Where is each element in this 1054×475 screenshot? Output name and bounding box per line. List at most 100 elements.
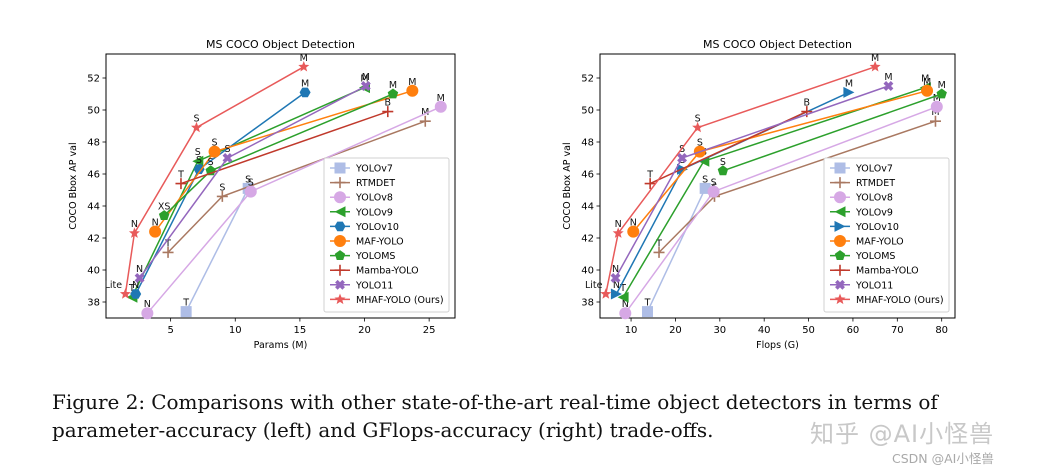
legend-marker (834, 206, 846, 218)
data-point (653, 246, 665, 258)
legend-marker (334, 221, 346, 232)
y-tick-label: 38 (87, 298, 100, 309)
x-tick-label: 20 (669, 325, 682, 336)
legend-marker (334, 191, 346, 204)
data-point (419, 115, 431, 127)
data-point (299, 87, 311, 98)
data-point (141, 307, 154, 320)
point-label: S (679, 144, 685, 155)
point-label: M (938, 80, 946, 91)
legend-label: YOLO11 (355, 280, 393, 291)
watermark-zhihu: 知乎 @AI小怪兽 (810, 420, 995, 448)
chart-flops: MS COCO Object Detection Flops (G) COCO Bb… (562, 38, 956, 351)
point-label: XS (158, 202, 171, 213)
y-tick-label: 44 (581, 202, 594, 213)
legend-box (823, 157, 950, 313)
data-point (619, 307, 632, 320)
legend-marker (835, 279, 845, 290)
point-label: B (385, 98, 392, 109)
legend-label: YOLOv9 (855, 207, 893, 218)
data-point (610, 288, 622, 300)
data-point (644, 178, 656, 190)
point-label: M (923, 77, 931, 88)
data-point (930, 100, 943, 113)
x-tick-label: 30 (713, 325, 726, 336)
legend-label: YOLOv10 (355, 222, 399, 233)
y-tick-label: 46 (87, 170, 100, 181)
point-label: M (362, 72, 370, 83)
data-point (193, 164, 205, 174)
legend-label: YOLOMS (855, 251, 895, 262)
point-label: S (702, 174, 708, 185)
watermark-csdn: CSDN @AI小怪兽 (892, 451, 994, 466)
data-point (699, 182, 711, 194)
legend-label: MAF-YOLO (356, 237, 404, 248)
point-label: S (219, 182, 225, 193)
data-point (175, 178, 187, 190)
caption-text: Comparisons with other state-of-the-art … (52, 390, 938, 442)
data-point (208, 145, 221, 158)
y-tick-label: 38 (581, 298, 594, 309)
x-axis-label: Params (M) (254, 340, 308, 351)
data-point (610, 273, 621, 283)
series-mhaf-yolo-ours: Lite N S M (585, 53, 881, 299)
point-label: S (196, 155, 202, 166)
plot-frame (599, 53, 956, 319)
data-point (244, 185, 257, 198)
y-tick-label: 40 (581, 266, 594, 277)
x-tick-label: 50 (802, 325, 815, 336)
point-label: M (845, 78, 853, 89)
data-point (641, 306, 653, 318)
series-yolov8: N S M (141, 93, 447, 320)
legend-label: YOLOv10 (855, 222, 899, 233)
series-line (185, 188, 249, 312)
legend-label: YOLOv9 (355, 207, 393, 218)
data-point (869, 61, 881, 72)
legend-label: MAF-YOLO (856, 237, 904, 248)
data-point (119, 288, 131, 299)
point-label: M (360, 74, 368, 85)
legend-label: YOLO11 (855, 280, 893, 291)
point-label: Lite (585, 280, 603, 291)
point-label: M (389, 80, 397, 91)
series-line (646, 188, 706, 312)
point-label: M (408, 77, 416, 88)
series-yolov7: TS (641, 174, 711, 318)
point-label: M (421, 107, 429, 118)
legend-label: MHAF-YOLO (Ours) (356, 295, 444, 306)
data-point (921, 84, 934, 97)
y-tick-label: 52 (87, 74, 100, 85)
y-tick-label: 42 (581, 234, 594, 245)
series-line (605, 66, 876, 295)
data-point (149, 225, 162, 238)
point-label: S (720, 157, 726, 168)
point-label: S (193, 114, 199, 125)
point-label: N (136, 264, 143, 275)
point-label: T (128, 283, 135, 294)
data-point (612, 227, 624, 238)
point-label: M (884, 72, 892, 83)
series-line (615, 91, 850, 295)
legend-marker (834, 235, 846, 247)
legend-marker (834, 191, 846, 204)
legend-marker (834, 264, 846, 276)
plot-frame (105, 53, 456, 319)
legend-label: RTMDET (856, 178, 895, 189)
series-yolov10: N S M (610, 78, 855, 300)
point-label: S (208, 157, 214, 168)
x-tick-label: 80 (935, 325, 948, 336)
data-point (434, 100, 447, 113)
chart-title: MS COCO Object Detection (206, 38, 355, 51)
point-label: T (655, 238, 662, 249)
chart-title: MS COCO Object Detection (703, 38, 852, 51)
point-label: M (931, 107, 939, 118)
x-tick-label: 10 (229, 325, 242, 336)
point-label: T (164, 238, 171, 249)
legend-label: Mamba-YOLO (856, 266, 919, 277)
legend: YOLOv7 RTMDET YOLOv8 YOLOv9 YOLOv10 MAF-YOLO Y… (323, 157, 450, 313)
y-tick-label: 50 (87, 106, 100, 117)
data-point (360, 81, 371, 91)
y-tick-label: 42 (87, 234, 100, 245)
point-label: T (177, 170, 184, 181)
figure-canvas: MS COCO Object Detection Params (M) COCO B… (68, 38, 956, 351)
